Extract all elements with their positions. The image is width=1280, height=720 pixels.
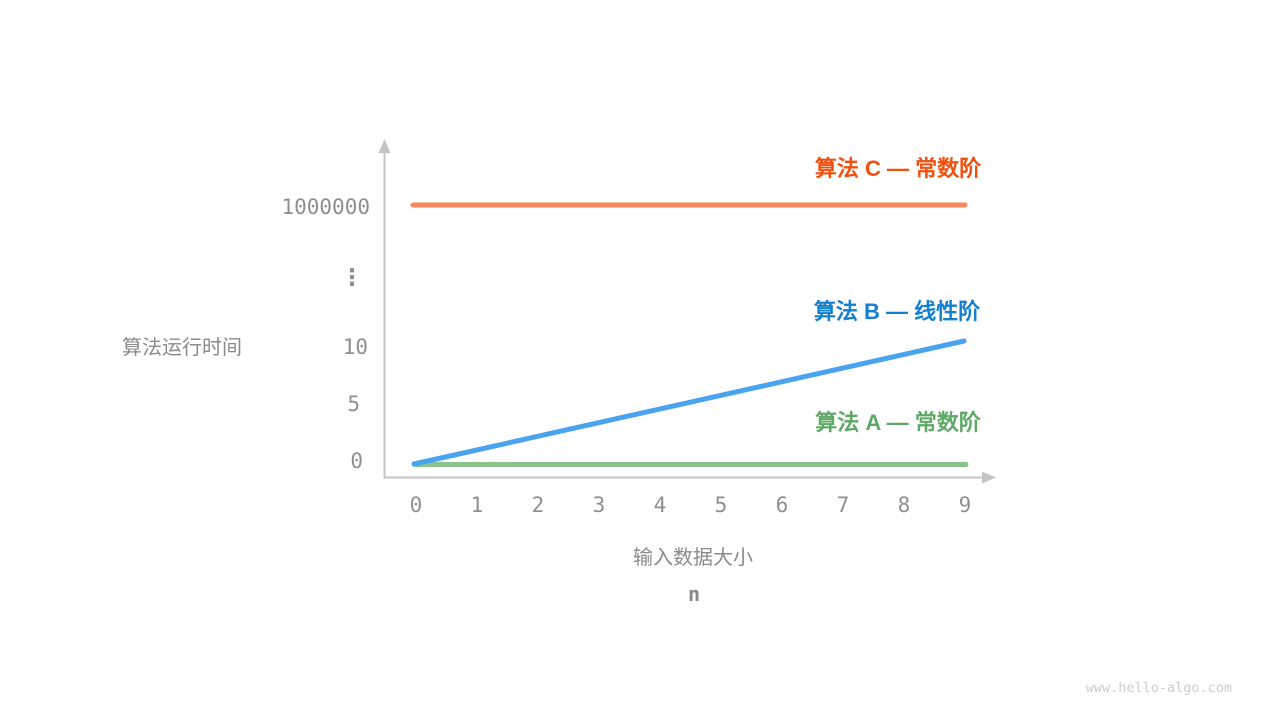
series-b-line (411, 338, 967, 467)
y-tick-0: 0 (350, 449, 363, 473)
y-axis-arrow-icon (378, 139, 391, 153)
y-tick-5: 5 (347, 392, 360, 416)
y-tick-1000000: 1000000 (281, 195, 370, 219)
y-tick-10: 10 (343, 335, 368, 359)
x-tick-0: 0 (410, 493, 423, 517)
y-axis-title: 算法运行时间 (122, 336, 242, 359)
x-tick-8: 8 (898, 493, 911, 517)
legend-series-a: 算法 A — 常数阶 (815, 410, 981, 435)
x-tick-3: 3 (593, 493, 606, 517)
x-tick-5: 5 (715, 493, 728, 517)
x-tick-7: 7 (837, 493, 850, 517)
x-axis-arrow-icon (982, 471, 996, 484)
x-axis-title: 输入数据大小 (633, 546, 753, 569)
x-axis-title-sub: n (688, 582, 700, 606)
legend-series-b: 算法 B — 线性阶 (814, 299, 981, 324)
x-tick-6: 6 (776, 493, 789, 517)
x-tick-1: 1 (471, 493, 484, 517)
watermark: www.hello-algo.com (1086, 680, 1232, 696)
y-tick-ellipsis: ⋮ (341, 265, 364, 291)
x-tick-9: 9 (959, 493, 972, 517)
x-tick-4: 4 (654, 493, 667, 517)
legend-series-c: 算法 C — 常数阶 (815, 156, 982, 181)
x-tick-2: 2 (532, 493, 545, 517)
